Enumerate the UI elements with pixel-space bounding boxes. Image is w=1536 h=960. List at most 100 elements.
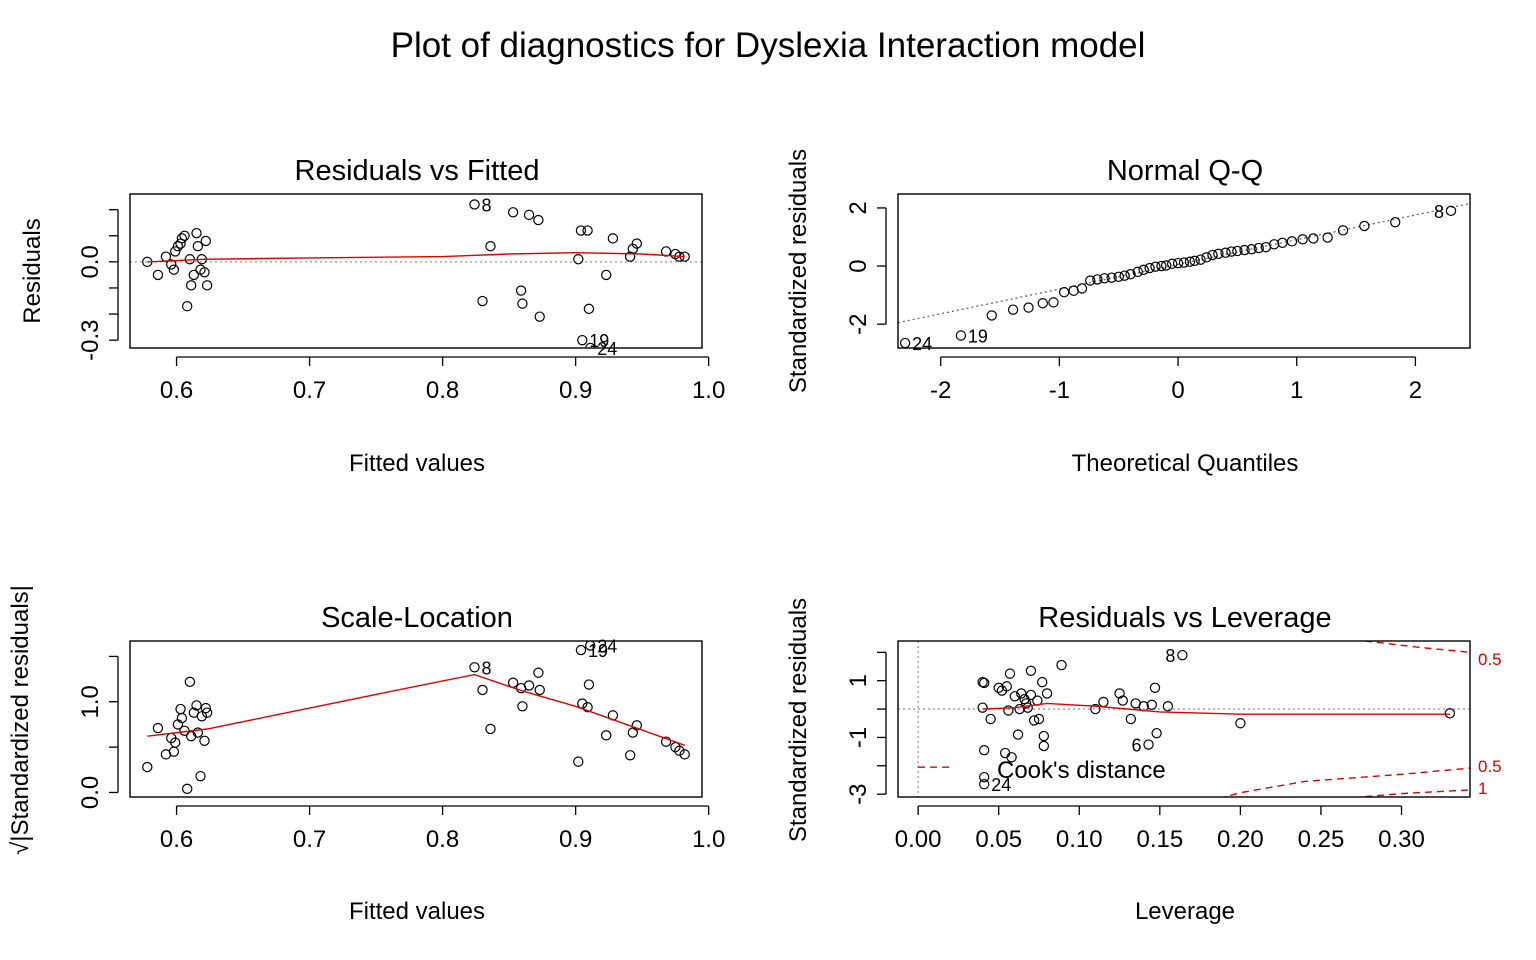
qq-point bbox=[1297, 234, 1308, 245]
rvl-cook-contour bbox=[1221, 767, 1470, 797]
rvl-point bbox=[1006, 752, 1017, 763]
qq-point bbox=[1172, 257, 1184, 269]
qq-point bbox=[1076, 283, 1088, 294]
rvl-point bbox=[1022, 702, 1033, 713]
qq-x-axis: -2 -1 0 1 2 bbox=[930, 356, 1422, 404]
qq-y-tick-label: 0 bbox=[845, 259, 872, 272]
rvl-point-label: 8 bbox=[1165, 646, 1175, 666]
rvl-point bbox=[985, 713, 996, 725]
rvf-point bbox=[199, 267, 210, 278]
sl-point bbox=[168, 746, 180, 757]
sl-point bbox=[631, 720, 643, 731]
rvl-point bbox=[1012, 729, 1024, 740]
rvf-plot-area bbox=[130, 199, 702, 348]
sl-x-label: Fitted values bbox=[349, 898, 485, 925]
rvf-point bbox=[607, 233, 619, 244]
sl-point bbox=[152, 722, 164, 734]
rvl-point bbox=[1090, 703, 1101, 715]
rvl-point bbox=[1025, 689, 1037, 701]
sl-point bbox=[533, 667, 544, 678]
rvl-point bbox=[977, 702, 988, 713]
rvf-y-label: Residuals bbox=[19, 218, 46, 323]
sl-point bbox=[679, 749, 690, 760]
qq-point bbox=[1308, 233, 1319, 244]
qq-point bbox=[1160, 260, 1172, 271]
rvf-x-label: Fitted values bbox=[349, 450, 485, 477]
qq-point bbox=[1189, 255, 1200, 267]
sl-point bbox=[170, 737, 181, 748]
sl-point bbox=[192, 727, 204, 738]
rvl-point bbox=[979, 745, 990, 756]
sl-point bbox=[573, 756, 584, 767]
rvf-point bbox=[152, 269, 164, 281]
rvf-x-tick-label: 0.8 bbox=[426, 377, 459, 404]
qq-point bbox=[1286, 236, 1298, 247]
qq-point bbox=[1232, 245, 1243, 257]
rvl-point bbox=[1001, 681, 1012, 692]
qq-x-tick-label: 2 bbox=[1409, 377, 1422, 404]
sl-point bbox=[674, 745, 685, 756]
rvl-point bbox=[1143, 739, 1154, 750]
rvl-point bbox=[979, 779, 990, 790]
sl-y-label: √|Standardized residuals| bbox=[7, 585, 34, 855]
qq-point bbox=[1195, 254, 1206, 265]
qq-x-label: Theoretical Quantiles bbox=[1072, 450, 1299, 477]
rvf-point bbox=[176, 233, 188, 244]
qq-point bbox=[1268, 239, 1280, 250]
rvl-point bbox=[1025, 665, 1037, 676]
rvl-point bbox=[979, 771, 990, 783]
sl-point bbox=[582, 702, 593, 713]
rvf-x-tick-label: 0.9 bbox=[559, 377, 592, 404]
rvl-point bbox=[1149, 682, 1161, 694]
rvl-y-axis: -3 -1 1 bbox=[845, 651, 887, 805]
qq-point bbox=[1132, 266, 1143, 278]
qq-point bbox=[1007, 304, 1019, 315]
rvf-point bbox=[192, 241, 204, 252]
rvl-point bbox=[1028, 715, 1040, 726]
rvf-y-tick-label: 0.0 bbox=[77, 245, 104, 278]
sl-point bbox=[575, 644, 587, 656]
sl-point bbox=[201, 707, 213, 718]
sl-point bbox=[199, 735, 210, 746]
sl-point bbox=[660, 736, 672, 747]
qq-x-tick-label: 0 bbox=[1171, 377, 1184, 404]
rvf-point bbox=[573, 254, 584, 265]
rvl-y-tick-label: -3 bbox=[845, 783, 872, 804]
sl-point bbox=[485, 723, 496, 735]
qq-point bbox=[1085, 275, 1096, 286]
rvf-point bbox=[200, 235, 212, 247]
residuals-vs-leverage-panel: Residuals vs Leverage Leverage Standardi… bbox=[785, 598, 1502, 925]
qq-plot-area bbox=[898, 202, 1470, 348]
rvf-point bbox=[583, 303, 595, 315]
sl-point-label: 24 bbox=[597, 637, 617, 657]
rvl-x-tick-label: 0.20 bbox=[1217, 826, 1264, 853]
rvf-y-tick-label: -0.3 bbox=[77, 319, 104, 360]
qq-point bbox=[1125, 268, 1136, 280]
qq-point bbox=[1092, 274, 1103, 285]
sl-point bbox=[200, 702, 212, 714]
qq-point bbox=[1239, 244, 1250, 256]
rvf-point bbox=[517, 298, 528, 309]
rvl-y-tick-label: -1 bbox=[845, 727, 872, 748]
rvf-point bbox=[515, 285, 527, 296]
rvl-point bbox=[1004, 668, 1016, 679]
qq-point bbox=[1253, 242, 1264, 254]
rvf-point bbox=[485, 241, 496, 252]
rvf-point bbox=[181, 301, 193, 312]
qq-point bbox=[1445, 205, 1457, 217]
rvl-point bbox=[1235, 718, 1246, 729]
rvl-point bbox=[1014, 703, 1025, 715]
qq-point bbox=[1048, 297, 1059, 308]
qq-frame bbox=[897, 193, 1471, 349]
sl-point bbox=[477, 684, 488, 696]
rvl-point bbox=[1009, 691, 1021, 702]
sl-x-tick-label: 0.9 bbox=[559, 826, 592, 853]
rvl-x-tick-label: 0.05 bbox=[975, 826, 1022, 853]
qq-point bbox=[1213, 248, 1224, 260]
qq-point bbox=[1337, 225, 1349, 236]
rvf-point bbox=[507, 207, 519, 218]
rvf-y-axis: -0.3 0.0 bbox=[77, 209, 119, 361]
rvl-point bbox=[1033, 713, 1045, 725]
qq-point bbox=[1207, 249, 1218, 261]
qq-y-tick-label: -2 bbox=[845, 314, 872, 335]
